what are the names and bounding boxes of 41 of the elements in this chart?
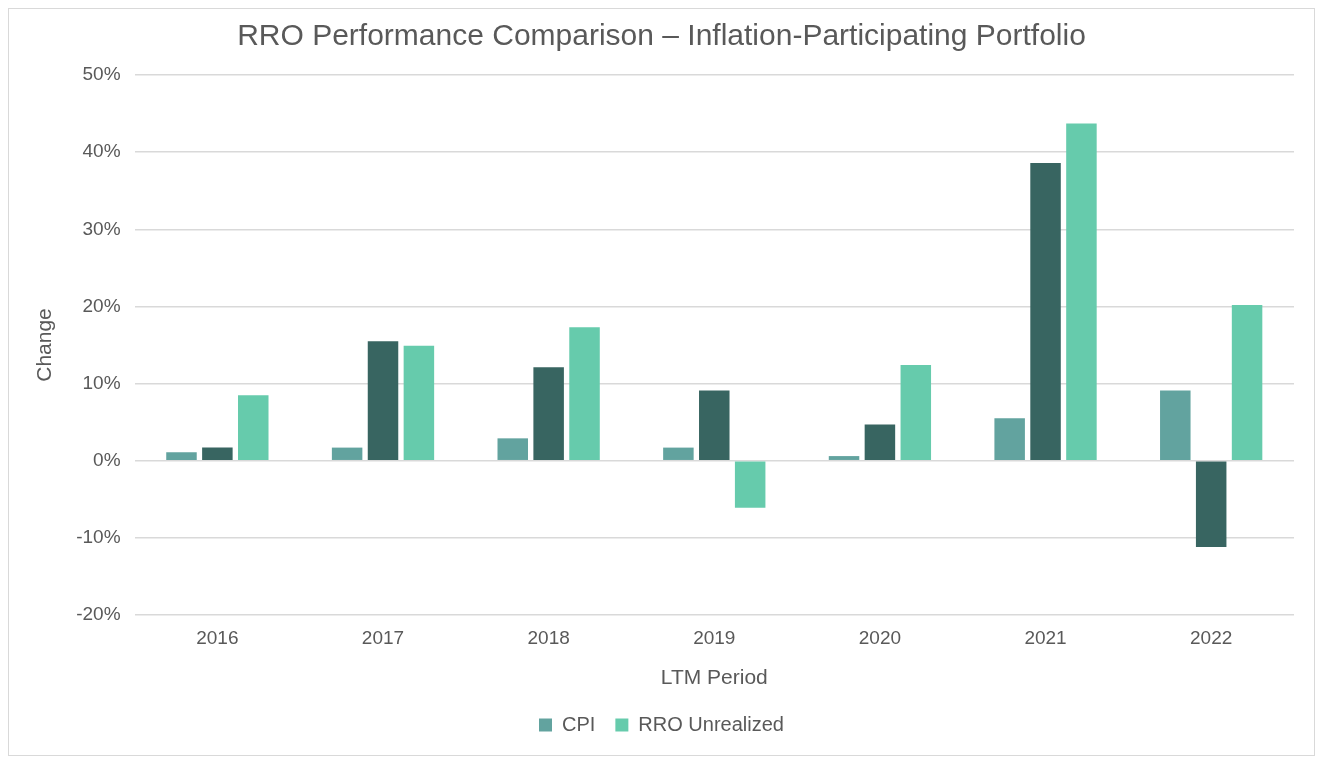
bar <box>367 341 399 460</box>
bar <box>1030 162 1061 460</box>
y-tick-label: 30% <box>82 217 121 239</box>
bar <box>663 447 694 460</box>
bar <box>1066 123 1097 460</box>
y-tick-label: -20% <box>76 603 121 625</box>
bar <box>994 418 1025 460</box>
bar <box>238 395 269 460</box>
bar <box>403 345 435 460</box>
bar <box>166 452 197 460</box>
legend-label: CPI <box>562 712 596 735</box>
legend-label: RRO Unrealized <box>638 712 784 735</box>
bar <box>699 390 730 460</box>
bar <box>828 456 860 460</box>
chart-title: RRO Performance Comparison – Inflation-Participating Portfolio <box>237 18 1086 52</box>
x-axis-title: LTM Period <box>660 665 768 689</box>
y-tick-label: 40% <box>82 140 121 162</box>
x-tick-label: 2018 <box>527 626 570 648</box>
y-axis-title: Change <box>32 308 56 382</box>
bar <box>900 365 932 460</box>
y-tick-label: 0% <box>93 448 121 470</box>
bar <box>1231 304 1263 460</box>
bar <box>569 327 600 460</box>
x-tick-label: 2016 <box>196 626 239 648</box>
bar <box>533 367 564 460</box>
x-tick-label: 2021 <box>1024 626 1067 648</box>
bar <box>864 424 896 460</box>
x-tick-label: 2020 <box>858 626 902 648</box>
y-tick-label: -10% <box>76 526 121 548</box>
bar <box>202 447 233 460</box>
x-tick-label: 2017 <box>361 626 405 648</box>
bar <box>1195 461 1227 548</box>
bar <box>1160 390 1191 460</box>
bar <box>497 438 529 460</box>
x-tick-label: 2019 <box>693 626 736 648</box>
x-tick-label: 2022 <box>1190 626 1233 648</box>
bar <box>331 447 363 460</box>
y-tick-label: 50% <box>82 63 121 85</box>
y-tick-label: 20% <box>82 294 121 316</box>
bar <box>734 461 766 508</box>
y-tick-label: 10% <box>82 371 121 393</box>
